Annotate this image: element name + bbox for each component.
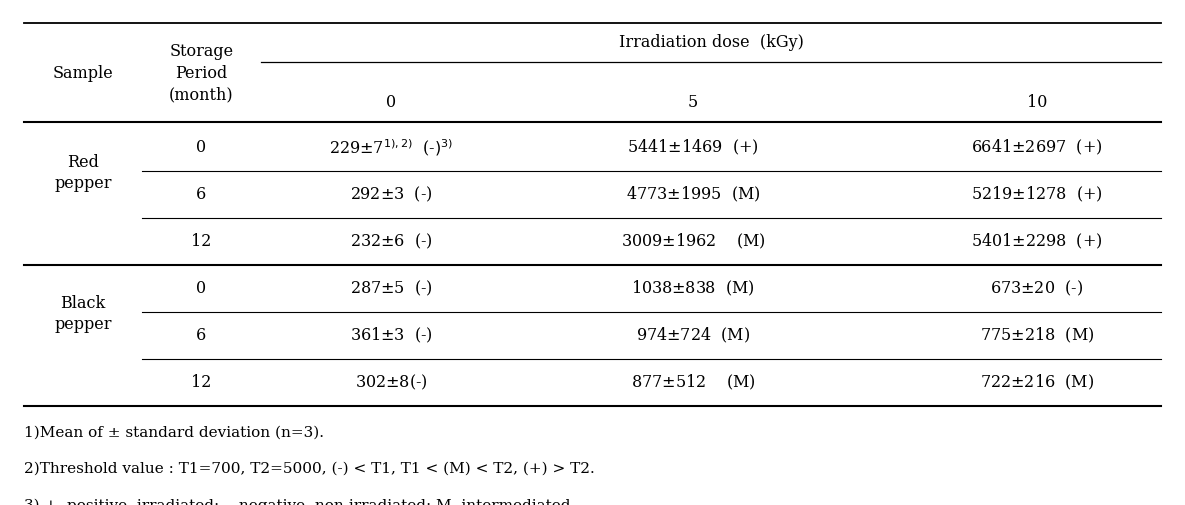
Text: 302$\pm$8(-): 302$\pm$8(-) [354,373,428,392]
Text: 292$\pm$3  (-): 292$\pm$3 (-) [350,185,433,205]
Text: 1038$\pm$838  (M): 1038$\pm$838 (M) [632,279,755,298]
Text: 2)Threshold value : T1=700, T2=5000, (-) < T1, T1 < (M) < T2, (+) > T2.: 2)Threshold value : T1=700, T2=5000, (-)… [24,462,595,476]
Text: 1)Mean of ± standard deviation (n=3).: 1)Mean of ± standard deviation (n=3). [24,426,324,440]
Text: 5441$\pm$1469  (+): 5441$\pm$1469 (+) [627,138,760,158]
Text: 722$\pm$216  (M): 722$\pm$216 (M) [980,373,1094,392]
Text: Red
pepper: Red pepper [55,154,111,192]
Text: 361$\pm$3  (-): 361$\pm$3 (-) [350,326,433,345]
Text: Storage
Period
(month): Storage Period (month) [169,43,233,104]
Text: Sample: Sample [52,65,114,82]
Text: 5219$\pm$1278  (+): 5219$\pm$1278 (+) [971,185,1103,205]
Text: 775$\pm$218  (M): 775$\pm$218 (M) [980,326,1094,345]
Text: 287$\pm$5  (-): 287$\pm$5 (-) [350,279,433,298]
Text: 232$\pm$6  (-): 232$\pm$6 (-) [350,232,433,251]
Text: 10: 10 [1026,93,1048,111]
Text: Irradiation dose  (kGy): Irradiation dose (kGy) [619,34,803,52]
Text: 0: 0 [197,139,206,156]
Text: 877$\pm$512    (M): 877$\pm$512 (M) [630,373,756,392]
Text: 6: 6 [197,327,206,344]
Text: 0: 0 [197,280,206,297]
Text: 12: 12 [191,233,212,250]
Text: 4773$\pm$1995  (M): 4773$\pm$1995 (M) [626,185,761,205]
Text: 6: 6 [197,186,206,203]
Text: 974$\pm$724  (M): 974$\pm$724 (M) [636,326,750,345]
Text: 673$\pm$20  (-): 673$\pm$20 (-) [991,279,1083,298]
Text: 3009$\pm$1962    (M): 3009$\pm$1962 (M) [621,232,766,251]
Text: 6641$\pm$2697  (+): 6641$\pm$2697 (+) [972,138,1102,158]
Text: Black
pepper: Black pepper [55,295,111,333]
Text: 229$\pm$7$^{1),2)}$  (-$)^{3)}$: 229$\pm$7$^{1),2)}$ (-$)^{3)}$ [329,137,453,158]
Text: 5: 5 [688,93,698,111]
Text: 5401$\pm$2298  (+): 5401$\pm$2298 (+) [972,232,1102,251]
Text: 0: 0 [386,93,396,111]
Text: 12: 12 [191,374,212,391]
Text: 3) +, positive, irradiated; -, negative, non-irradiated; M, intermediated.: 3) +, positive, irradiated; -, negative,… [24,498,575,505]
